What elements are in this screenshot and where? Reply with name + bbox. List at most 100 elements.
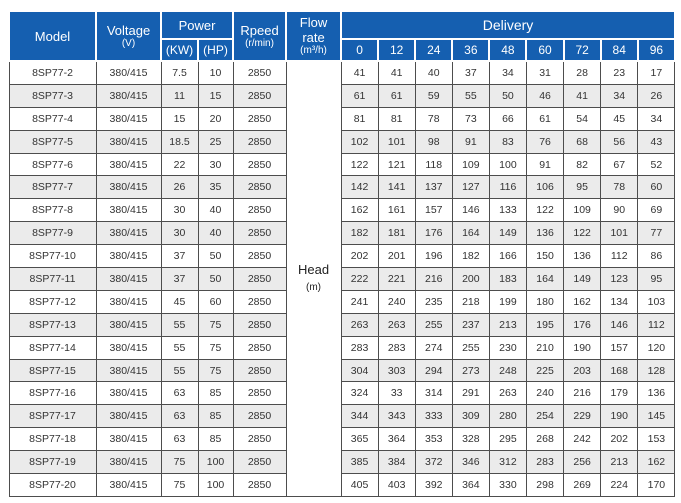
delivery-cell: 50 (488, 83, 527, 108)
delivery-cell: 90 (600, 198, 639, 223)
delivery-cell: 162 (563, 289, 602, 314)
delivery-cell: 41 (563, 83, 602, 108)
model-cell: 8SP77-3 (8, 83, 97, 108)
power-hp-cell: 40 (197, 221, 234, 246)
power-hp-cell: 75 (197, 335, 234, 360)
delivery-cell: 141 (377, 175, 416, 200)
delivery-cell: 136 (525, 221, 565, 246)
delivery-cell: 392 (414, 473, 453, 497)
power-hp-cell: 85 (197, 404, 234, 429)
delivery-cell: 146 (600, 312, 639, 337)
delivery-cell: 81 (377, 106, 416, 131)
delivery-cell: 91 (525, 152, 565, 177)
voltage-cell: 380/415 (95, 335, 162, 360)
delivery-cell: 17 (637, 60, 676, 85)
delivery-cell: 202 (340, 244, 379, 269)
table-row: 8SP77-3 380/415 11 15 2850 61 61 59 55 50 46 41 34 26 (8, 83, 676, 108)
power-kw-cell: 45 (160, 289, 199, 314)
delivery-cell: 230 (488, 335, 527, 360)
rpeed-cell: 2850 (232, 289, 287, 314)
model-cell: 8SP77-20 (8, 473, 97, 497)
delivery-cell: 40 (414, 60, 453, 85)
table-row: 8SP77-17 380/415 63 85 2850 344 343 333 309 280 25… (8, 404, 676, 429)
power-kw-cell: 30 (160, 221, 199, 246)
table-row: 8SP77-13 380/415 55 75 2850 263 263 255 237 213 19… (8, 312, 676, 337)
voltage-cell: 380/415 (95, 198, 162, 223)
rpeed-cell: 2850 (232, 83, 287, 108)
delivery-cell: 201 (377, 244, 416, 269)
delivery-cell: 91 (451, 129, 490, 154)
voltage-cell: 380/415 (95, 106, 162, 131)
delivery-cell: 150 (525, 244, 565, 269)
delivery-cell: 291 (451, 381, 490, 406)
delivery-cell: 127 (451, 175, 490, 200)
delivery-cell: 122 (563, 221, 602, 246)
delivery-cell: 102 (340, 129, 379, 154)
delivery-cell: 343 (377, 404, 416, 429)
model-cell: 8SP77-11 (8, 267, 97, 291)
table-row: 8SP77-2 380/415 7.5 10 2850 Head (m) 41 41 40 37 34… (8, 60, 676, 497)
power-hp-cell: 10 (197, 60, 234, 85)
delivery-cell: 61 (340, 83, 379, 108)
delivery-cell: 176 (414, 221, 453, 246)
delivery-cell: 37 (451, 60, 490, 85)
rpeed-cell: 2850 (232, 221, 287, 246)
delivery-cell: 101 (600, 221, 639, 246)
header-delivery-col-84: 84 (599, 38, 639, 62)
delivery-cell: 280 (488, 404, 527, 429)
power-kw-cell: 75 (160, 450, 199, 475)
rpeed-cell: 2850 (232, 335, 287, 360)
delivery-cell: 304 (340, 358, 379, 383)
table-row: 8SP77-15 380/415 55 75 2850 304 303 294 273 248 22… (8, 358, 676, 383)
delivery-cell: 248 (488, 358, 527, 383)
delivery-cell: 312 (488, 450, 527, 475)
model-cell: 8SP77-12 (8, 289, 97, 314)
delivery-cell: 195 (525, 312, 565, 337)
voltage-cell: 380/415 (95, 289, 162, 314)
model-cell: 8SP77-5 (8, 129, 97, 154)
delivery-cell: 23 (600, 60, 639, 85)
table-row: 8SP77-9 380/415 30 40 2850 182 181 176 164 149 136… (8, 221, 676, 246)
delivery-cell: 309 (451, 404, 490, 429)
delivery-cell: 34 (488, 60, 527, 85)
delivery-cell: 168 (600, 358, 639, 383)
power-kw-cell: 63 (160, 404, 199, 429)
voltage-cell: 380/415 (95, 83, 162, 108)
model-cell: 8SP77-13 (8, 312, 97, 337)
delivery-cell: 384 (377, 450, 416, 475)
model-cell: 8SP77-17 (8, 404, 97, 429)
power-hp-cell: 30 (197, 152, 234, 177)
delivery-cell: 33 (377, 381, 416, 406)
rpeed-cell: 2850 (232, 312, 287, 337)
delivery-cell: 137 (414, 175, 453, 200)
delivery-cell: 263 (488, 381, 527, 406)
delivery-cell: 149 (563, 267, 602, 291)
header-delivery-col-96: 96 (636, 38, 676, 62)
delivery-cell: 68 (563, 129, 602, 154)
rpeed-cell: 2850 (232, 427, 287, 452)
delivery-cell: 298 (525, 473, 565, 497)
rpeed-cell: 2850 (232, 60, 287, 85)
header-model-label: Model (34, 28, 71, 44)
power-kw-cell: 63 (160, 427, 199, 452)
delivery-cell: 77 (637, 221, 676, 246)
power-hp-cell: 100 (197, 473, 234, 497)
delivery-cell: 31 (525, 60, 565, 85)
delivery-cell: 101 (377, 129, 416, 154)
model-cell: 8SP77-2 (8, 60, 97, 85)
delivery-cell: 60 (637, 175, 676, 200)
power-kw-cell: 37 (160, 267, 199, 291)
power-kw-cell: 55 (160, 358, 199, 383)
delivery-cell: 256 (563, 450, 602, 475)
header-delivery-col-0: 0 (340, 38, 380, 62)
delivery-cell: 134 (600, 289, 639, 314)
delivery-cell: 353 (414, 427, 453, 452)
delivery-cell: 121 (377, 152, 416, 177)
voltage-cell: 380/415 (95, 267, 162, 291)
delivery-cell: 242 (563, 427, 602, 452)
delivery-cell: 170 (637, 473, 676, 497)
delivery-cell: 344 (340, 404, 379, 429)
delivery-cell: 157 (414, 198, 453, 223)
delivery-cell: 179 (600, 381, 639, 406)
header-delivery: Delivery (340, 10, 676, 40)
